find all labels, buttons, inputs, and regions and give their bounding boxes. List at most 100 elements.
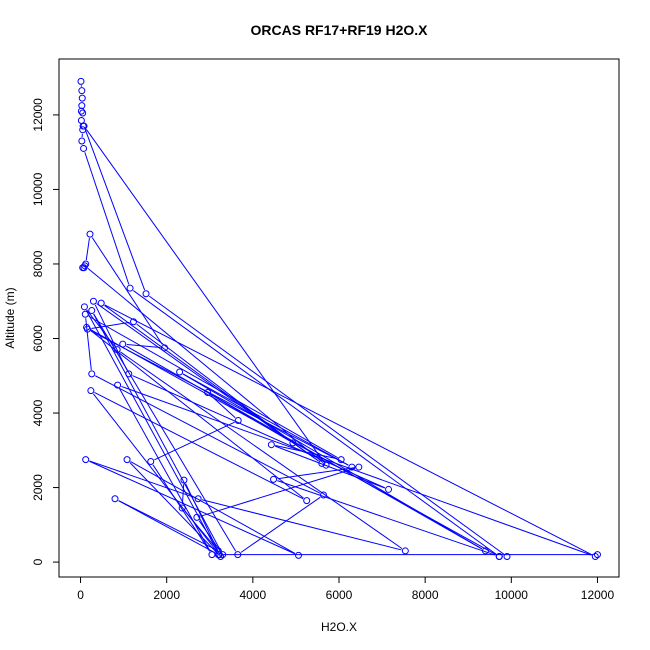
data-point [113,346,121,354]
data-point [295,551,303,559]
data-point [178,504,186,512]
y-tick-label: 4000 [31,399,45,426]
data-point [78,87,86,95]
y-axis: 0 2000 4000 6000 8000 10000 12000 [31,98,60,565]
series-line-segment [89,460,296,555]
series-line-segment [84,152,130,285]
data-point [114,381,122,389]
series-line-segment [93,313,237,552]
series-line-segment [185,483,220,554]
series-line-segment [118,500,216,550]
y-tick-label: 2000 [31,474,45,501]
data-point [82,260,90,268]
data-point [234,416,242,424]
series-line-segment [154,421,235,461]
x-tick-label: 12000 [581,588,615,602]
data-point [495,553,503,561]
series-lines [80,85,594,556]
data-point [319,491,327,499]
y-tick-label: 6000 [31,325,45,352]
data-point [81,310,89,318]
data-point [77,107,85,115]
series-line-segment [133,290,497,555]
data-point [87,387,95,395]
data-point [303,497,311,505]
series-line-segment [94,304,128,371]
data-point [83,323,91,331]
data-point [78,94,86,102]
x-tick-label: 10000 [495,588,529,602]
series-line-segment [104,304,592,556]
series-line-segment [184,510,217,549]
y-axis-label: Altitude (m) [3,287,17,348]
series-line-segment [181,484,185,505]
series-line-segment [121,385,592,556]
data-point [591,553,599,561]
data-point [204,389,212,397]
data-point [401,547,409,555]
data-point [385,485,393,493]
data-point [234,551,242,559]
series-line-segment [85,238,90,261]
data-point [147,457,155,465]
data-point [503,553,511,561]
series-line-segment [94,392,304,500]
data-point [82,456,90,464]
data-point [270,475,278,483]
data-point [176,368,184,376]
data-point [86,230,94,238]
x-tick-label: 2000 [153,588,180,602]
data-point [78,137,86,145]
series-line-segment [85,318,92,370]
series-line-segment [85,129,325,463]
series-points [77,77,601,561]
data-point [79,126,87,134]
series-line-segment [182,373,349,466]
data-point [481,547,489,555]
y-tick-label: 8000 [31,250,45,277]
data-point [88,370,96,378]
data-point [193,513,201,521]
x-tick-label: 8000 [412,588,439,602]
y-tick-label: 12000 [31,98,45,132]
data-point [123,456,131,464]
series-line-segment [91,237,163,345]
series-line-segment [89,328,496,555]
x-tick-label: 0 [77,588,84,602]
series-line-segment [93,313,222,552]
series-line-segment [118,500,216,554]
series-line-segment [89,329,304,499]
series-line-segment [89,460,195,498]
data-point [214,551,222,559]
series-line-segment [86,309,116,347]
data-point [119,340,127,348]
series-line-segment [88,315,338,459]
series-line-segment [91,321,130,330]
series-line-segment [274,445,385,489]
data-point [126,284,134,292]
data-point [142,290,150,298]
series-line-segment [87,267,324,464]
data-point [130,318,138,326]
data-point [214,547,222,555]
series-line-segment [200,467,356,517]
x-tick-label: 4000 [239,588,266,602]
series-line-segment [85,310,218,552]
x-tick-label: 6000 [326,588,353,602]
series-line-segment [104,305,319,462]
series-line-segment [96,303,319,462]
data-point [111,495,119,503]
series-line-segment [129,462,219,554]
data-point [289,439,297,447]
data-point [337,456,345,464]
data-point [80,122,88,130]
chart-title: ORCAS RF17+RF19 H2O.X [251,22,429,38]
data-point [318,459,326,467]
series-line-segment [84,129,146,291]
data-point [79,109,87,117]
data-point [355,463,363,471]
data-point [125,370,133,378]
data-point [80,303,88,311]
